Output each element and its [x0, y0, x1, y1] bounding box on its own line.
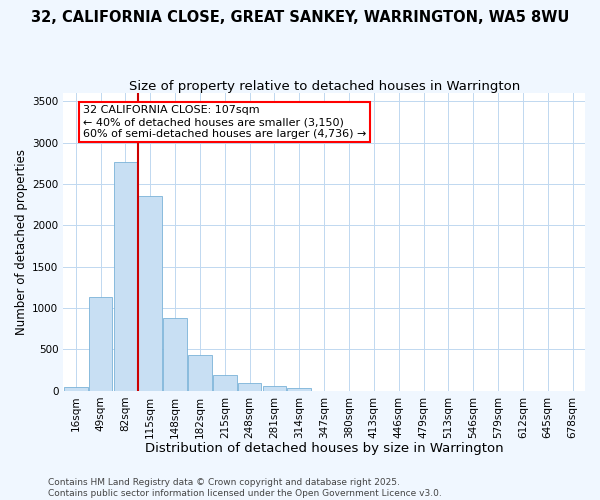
- Bar: [139, 196, 162, 391]
- Text: Contains HM Land Registry data © Crown copyright and database right 2025.
Contai: Contains HM Land Registry data © Crown c…: [48, 478, 442, 498]
- Bar: [213, 375, 236, 391]
- Title: Size of property relative to detached houses in Warrington: Size of property relative to detached ho…: [128, 80, 520, 93]
- Text: 32 CALIFORNIA CLOSE: 107sqm
← 40% of detached houses are smaller (3,150)
60% of : 32 CALIFORNIA CLOSE: 107sqm ← 40% of det…: [83, 106, 367, 138]
- Bar: [64, 386, 88, 391]
- Bar: [263, 386, 286, 391]
- Bar: [238, 382, 262, 391]
- Bar: [163, 318, 187, 391]
- Bar: [188, 356, 212, 391]
- Bar: [89, 298, 112, 391]
- Bar: [287, 388, 311, 391]
- Y-axis label: Number of detached properties: Number of detached properties: [15, 149, 28, 335]
- Text: 32, CALIFORNIA CLOSE, GREAT SANKEY, WARRINGTON, WA5 8WU: 32, CALIFORNIA CLOSE, GREAT SANKEY, WARR…: [31, 10, 569, 25]
- Bar: [113, 162, 137, 391]
- X-axis label: Distribution of detached houses by size in Warrington: Distribution of detached houses by size …: [145, 442, 503, 455]
